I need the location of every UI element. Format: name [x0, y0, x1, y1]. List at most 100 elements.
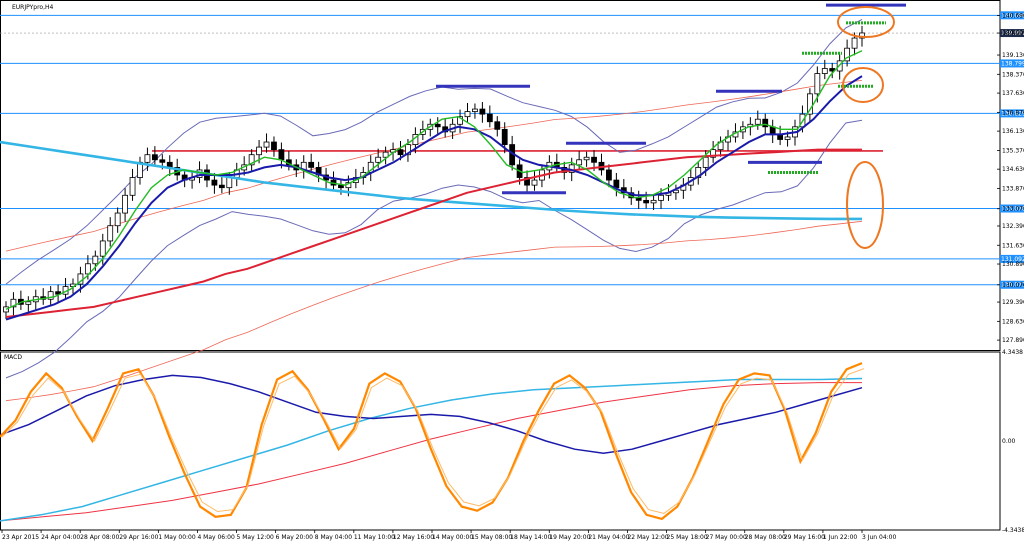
y-tick-label-4: 137.630: [1002, 90, 1024, 97]
x-tick-label-1: 24 Apr 04:00: [41, 534, 80, 541]
bollinger-lower: [6, 120, 862, 378]
candle-body-110: [822, 68, 827, 73]
candle-body-21: [160, 160, 165, 163]
x-tick-label-16: 22 May 12:00: [627, 534, 668, 541]
candle-body-58: [435, 124, 440, 127]
candle-body-37: [279, 150, 284, 160]
candle-body-29: [219, 185, 224, 188]
candle-body-105: [785, 137, 790, 140]
candle-body-63: [472, 109, 477, 112]
candle-body-86: [644, 200, 649, 203]
macd-main-line: [0, 363, 862, 519]
candle-body-87: [651, 200, 656, 203]
candle-body-79: [592, 157, 597, 162]
y-tick-label-5: 136.870: [1002, 109, 1024, 116]
candle-body-14: [108, 226, 113, 241]
candle-body-34: [257, 147, 262, 155]
candle-body-0: [4, 307, 9, 312]
ma-slow-line: [6, 150, 862, 317]
y-tick-label-10: 133.070: [1002, 206, 1024, 213]
candle-body-94: [703, 157, 708, 167]
x-tick-label-6: 5 May 12:00: [237, 534, 275, 541]
macd-tick-label-1: 0.00: [1002, 438, 1016, 445]
candle-body-77: [577, 160, 582, 165]
highlight-ellipse-low: [847, 162, 883, 248]
x-tick-label-18: 27 May 00:00: [706, 534, 747, 541]
candle-body-13: [100, 241, 105, 256]
candle-body-88: [659, 195, 664, 200]
macd-tick-label-2: -4.3438: [1002, 527, 1024, 534]
ma-mid-line: [6, 76, 862, 320]
candle-body-109: [815, 74, 820, 94]
candle-body-53: [398, 150, 403, 155]
y-tick-label-0: 140.690: [1002, 12, 1024, 19]
x-tick-label-3: 29 Apr 16:00: [119, 534, 158, 541]
y-tick-label-13: 130.890: [1002, 261, 1024, 268]
y-tick-label-16: 128.630: [1002, 318, 1024, 325]
candle-body-101: [755, 119, 760, 124]
x-tick-label-15: 21 May 04:00: [588, 534, 629, 541]
candle-body-65: [487, 114, 492, 122]
x-tick-label-9: 11 May 10:00: [354, 534, 395, 541]
level-label-1: 138.799: [1001, 60, 1024, 67]
y-tick-label-2: 139.130: [1002, 52, 1024, 59]
ma-long-line: [0, 142, 862, 219]
x-tick-label-12: 15 May 08:00: [471, 534, 512, 541]
candle-body-30: [227, 178, 232, 188]
candle-body-64: [480, 109, 485, 114]
x-tick-label-19: 28 May 08:00: [745, 534, 786, 541]
candle-body-3: [26, 302, 31, 305]
candle-body-62: [465, 112, 470, 117]
y-tick-label-12: 131.630: [1002, 242, 1024, 249]
x-tick-label-0: 23 Apr 2015: [2, 534, 39, 541]
x-tick-label-7: 6 May 20:00: [276, 534, 314, 541]
x-tick-label-8: 8 May 04:00: [315, 534, 353, 541]
envelope-lower: [6, 221, 862, 400]
y-tick-label-6: 136.130: [1002, 128, 1024, 135]
y-tick-label-7: 135.370: [1002, 147, 1024, 154]
candle-body-82: [614, 180, 619, 188]
candle-body-66: [495, 122, 500, 130]
window-title: EURJPYpro,H4: [12, 4, 54, 11]
y-tick-label-15: 129.390: [1002, 299, 1024, 306]
x-tick-label-11: 14 May 00:00: [432, 534, 473, 541]
x-tick-label-20: 29 May 16:00: [784, 534, 825, 541]
y-tick-label-17: 127.890: [1002, 337, 1024, 344]
candle-body-35: [264, 142, 269, 147]
y-tick-label-11: 132.390: [1002, 223, 1024, 230]
y-tick-label-8: 134.630: [1002, 166, 1024, 173]
candle-body-17: [130, 178, 135, 196]
candle-body-41: [309, 162, 314, 167]
candle-body-45: [338, 185, 343, 188]
x-tick-label-14: 19 May 20:00: [549, 534, 590, 541]
y-tick-label-9: 133.870: [1002, 185, 1024, 192]
candle-body-12: [93, 256, 98, 264]
candle-body-78: [584, 157, 589, 160]
candle-body-114: [852, 38, 857, 48]
candle-body-71: [532, 180, 537, 185]
candle-body-67: [502, 129, 507, 144]
x-tick-label-4: 1 May 00:00: [158, 534, 196, 541]
x-tick-label-17: 25 May 18:00: [667, 534, 708, 541]
candle-body-108: [807, 94, 812, 114]
y-tick-label-1: 139.997: [1002, 30, 1024, 37]
candle-body-81: [606, 170, 611, 180]
x-tick-label-21: 1 Jun 22:00: [823, 534, 857, 541]
x-tick-label-5: 4 May 06:00: [197, 534, 235, 541]
candle-body-103: [770, 127, 775, 135]
x-tick-label-10: 12 May 16:00: [393, 534, 434, 541]
candle-body-15: [115, 213, 120, 226]
candle-body-28: [212, 180, 217, 185]
candle-body-19: [145, 155, 150, 163]
macd-tick-label-0: 4.3438: [1002, 349, 1023, 356]
y-tick-label-3: 138.370: [1002, 71, 1024, 78]
candle-body-16: [123, 195, 128, 213]
y-tick-label-14: 130.070: [1002, 282, 1024, 289]
candle-body-50: [376, 157, 381, 162]
macd-slow-line: [0, 375, 862, 453]
main-panel-frame: [1, 1, 1001, 351]
x-tick-label-13: 18 May 14:00: [510, 534, 551, 541]
candle-body-20: [152, 155, 157, 160]
